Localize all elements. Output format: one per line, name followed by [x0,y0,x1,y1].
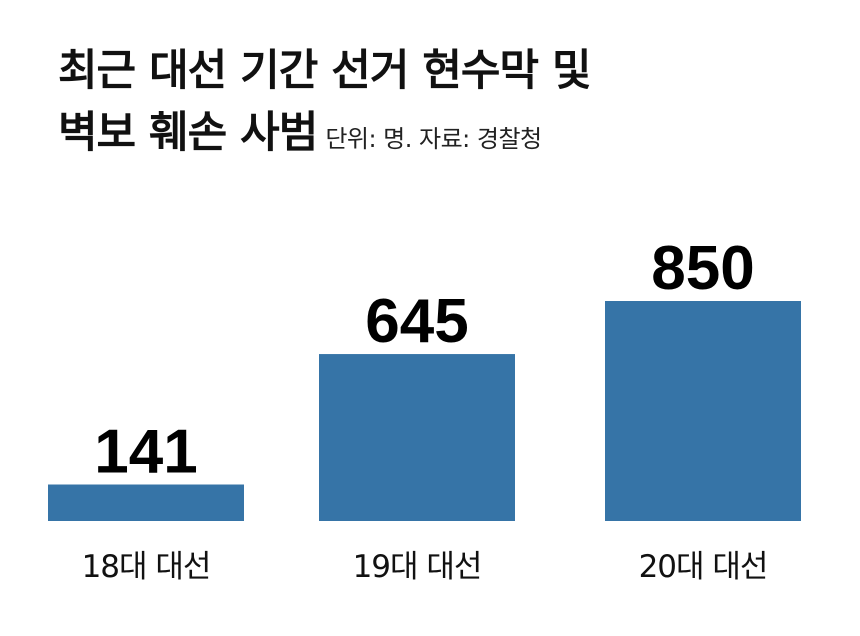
bar-2 [319,354,515,521]
title-line-2: 벽보 훼손 사범 단위: 명. 자료: 경찰청 [58,102,838,170]
data-label-1: 141 [94,418,197,487]
data-label-2: 645 [365,287,468,356]
category-label-1: 18대 대선 [82,549,211,585]
chart-subtitle: 단위: 명. 자료: 경찰청 [325,125,542,153]
data-label-3: 850 [651,234,754,303]
bar-1 [48,484,244,521]
category-label-3: 20대 대선 [639,549,768,585]
category-label-2: 19대 대선 [353,549,482,585]
title-line-1: 최근 대선 기간 선거 현수막 및 [58,46,592,96]
title-line-2-text: 벽보 훼손 사범 [58,108,318,158]
chart-title: 최근 대선 기간 선거 현수막 및 벽보 훼손 사범 단위: 명. 자료: 경찰청 [58,40,838,170]
bar-3 [605,301,801,521]
